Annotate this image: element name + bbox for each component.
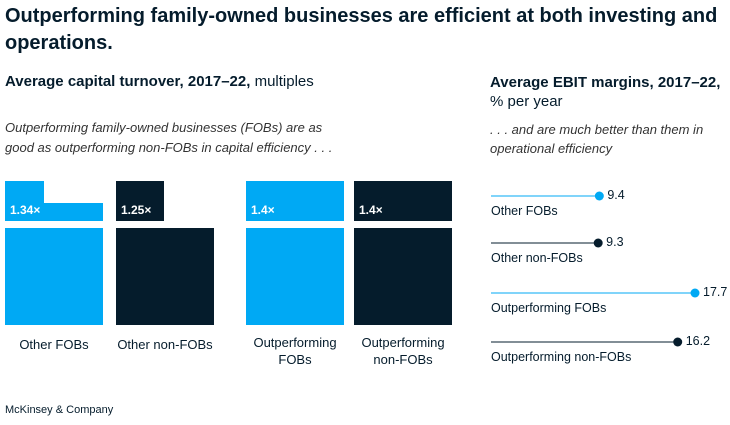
bar-plot-area (5, 181, 452, 325)
right-chart-subtitle: Average EBIT margins, 2017–22, % per year (490, 73, 725, 111)
left-subtitle-unit: multiples (250, 73, 314, 90)
dot-category-label: Other non-FOBs (491, 251, 583, 265)
bar-body (5, 228, 103, 325)
bar-value-label: 1.34× (10, 203, 41, 217)
ebit-margins-chart: 9.4 Other FOBs 9.3 Other non-FOBs 17.7 Outper… (491, 188, 728, 364)
dot-value-label: 16.2 (685, 334, 711, 348)
left-chart-subtitle: Average capital turnover, 2017–22, multi… (5, 73, 314, 90)
bar-body (354, 228, 452, 325)
bar-category-label: Outperforming non-FOBs (361, 335, 445, 367)
dot-point (593, 238, 603, 248)
dot-value-label: 17.7 (703, 285, 728, 299)
bar-body (116, 228, 214, 325)
left-chart-note: Outperforming family-owned businesses (F… (5, 120, 333, 155)
dot-category-label: Other FOBs (491, 204, 558, 218)
dot-point (673, 337, 683, 347)
bar-reference-step (116, 181, 164, 221)
chart-title: Outperforming family-owned businesses ar… (5, 5, 718, 54)
dot-category-label: Outperforming non-FOBs (491, 350, 632, 364)
dot-point (594, 191, 604, 201)
footer-source: McKinsey & Company (5, 404, 114, 416)
capital-turnover-chart: 1.34× Other FOBs 1.25× Other non-FOBs 1.4× Ou… (5, 181, 452, 367)
bar (354, 181, 452, 221)
right-subtitle-unit: % per year (490, 93, 563, 110)
bar (5, 203, 103, 221)
bar (246, 181, 344, 221)
bar-value-label: 1.4× (359, 203, 383, 217)
dot-category-label: Outperforming FOBs (491, 301, 607, 315)
dot-plot-area (491, 191, 700, 347)
right-chart-note: . . . and are much better than them in o… (490, 122, 704, 156)
dot-value-label: 9.4 (607, 188, 625, 202)
bar-category-label: Other FOBs (19, 337, 89, 352)
bar-value-label: 1.4× (251, 203, 275, 217)
left-subtitle-bold: Average capital turnover, 2017–22, (5, 73, 251, 90)
dot-point (690, 288, 700, 298)
bar-category-label: Outperforming FOBs (253, 335, 337, 367)
dot-value-label: 9.3 (606, 235, 624, 249)
bar-category-label: Other non-FOBs (117, 337, 213, 352)
right-subtitle-bold: Average EBIT margins, 2017–22, (490, 74, 721, 91)
bar-body (246, 228, 344, 325)
bar-value-label: 1.25× (121, 203, 152, 217)
